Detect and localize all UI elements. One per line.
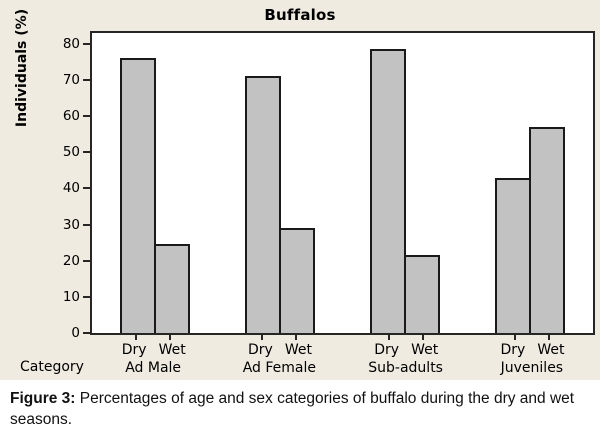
bar-group-juveniles [468,33,593,333]
y-tick-mark [83,79,90,81]
x-tick-cell [371,335,407,340]
figure-caption-label: Figure 3: [10,390,76,407]
y-tick-label: 50 [62,144,80,161]
x-tick-cell [531,335,567,340]
x-tick-cell [152,335,188,340]
x-tick-cell [118,335,154,340]
x-axis-group-ad-female: Dry Wet Ad Female [216,335,342,380]
y-tick-label: 60 [62,108,80,125]
x-tick-row [216,335,342,340]
bar-group-sub-adults [343,33,468,333]
bar-juveniles-wet [529,126,566,333]
bar-group-ad-female [217,33,342,333]
x-tick-cell [405,335,441,340]
y-tick-mark [83,187,90,190]
category-label-ad-female: Ad Female [242,360,317,376]
x-tick-mark [387,335,390,340]
x-tick-cell [278,335,314,340]
season-label-dry: Dry [247,342,273,358]
y-tick-mark [83,115,90,118]
y-tick-mark [83,223,90,226]
figure-caption: Figure 3: Percentages of age and sex cat… [0,380,600,431]
y-tick-label: 10 [62,288,80,305]
y-tick-label: 70 [62,72,80,88]
y-tick-label: 40 [62,180,80,197]
x-tick-mark [295,335,298,340]
season-label-dry: Dry [121,342,147,358]
y-tick-label: 30 [62,216,80,233]
x-tick-cell [244,335,280,340]
category-label-ad-male: Ad Male [125,360,182,376]
x-tick-mark [513,335,516,340]
plot-area: Individuals (%) 0 10 20 30 40 50 60 70 80 [14,9,595,341]
y-axis: 0 10 20 30 40 50 60 70 80 [63,33,593,341]
x-tick-row [90,335,216,340]
x-axis-group-juveniles: Dry Wet Juveniles [469,335,595,380]
season-label-dry: Dry [374,342,400,358]
y-tick-mark [83,259,90,262]
x-tick-mark [169,335,172,340]
y-tick-mark [83,332,90,334]
bar-ad-male-wet [153,244,190,333]
x-tick-mark [135,335,138,340]
x-tick-mark [547,335,550,340]
y-tick-label: 0 [71,325,80,341]
x-tick-row [343,335,469,340]
y-tick-mark [83,295,90,298]
bar-group-ad-male [92,33,217,333]
season-label-row: Dry Wet [90,340,216,359]
bar-juveniles-dry [495,177,532,333]
season-label-wet: Wet [411,342,439,358]
season-label-dry: Dry [500,342,526,358]
season-label-row: Dry Wet [216,340,342,359]
x-tick-cell [497,335,533,340]
bar-ad-female-wet [278,228,315,333]
season-label-row: Dry Wet [469,340,595,359]
bar-ad-female-dry [244,76,281,333]
x-tick-row [469,335,595,340]
category-label-sub-adults: Sub-adults [368,360,443,376]
figure-caption-text: Percentages of age and sex categories of… [10,390,575,428]
chart-panel: Buffalos Individuals (%) 0 10 20 30 40 50 60 70… [0,0,600,380]
bars-layer [92,33,593,333]
x-axis-group-ad-male: Dry Wet Ad Male [90,335,216,380]
chart-title: Buffalos [264,6,336,24]
season-label-wet: Wet [537,342,565,358]
season-label-wet: Wet [284,342,312,358]
bar-ad-male-dry [119,58,156,333]
x-axis: Dry Wet Ad Male Dry Wet Ad Female Dry Wet Sub-ad… [90,335,595,380]
season-label-wet: Wet [158,342,186,358]
y-tick-mark [83,151,90,154]
x-axis-group-sub-adults: Dry Wet Sub-adults [343,335,469,380]
x-tick-mark [261,335,264,340]
bar-sub-adults-wet [404,255,441,333]
category-label-juveniles: Juveniles [500,360,564,376]
bar-sub-adults-dry [370,49,407,333]
x-axis-corner-label: Category [20,359,84,375]
y-tick-mark [83,42,90,45]
x-tick-mark [421,335,424,340]
y-tick-label: 20 [62,252,80,269]
y-axis-label: Individuals (%) [14,8,30,128]
season-label-row: Dry Wet [343,340,469,359]
y-tick-label: 80 [62,35,80,52]
